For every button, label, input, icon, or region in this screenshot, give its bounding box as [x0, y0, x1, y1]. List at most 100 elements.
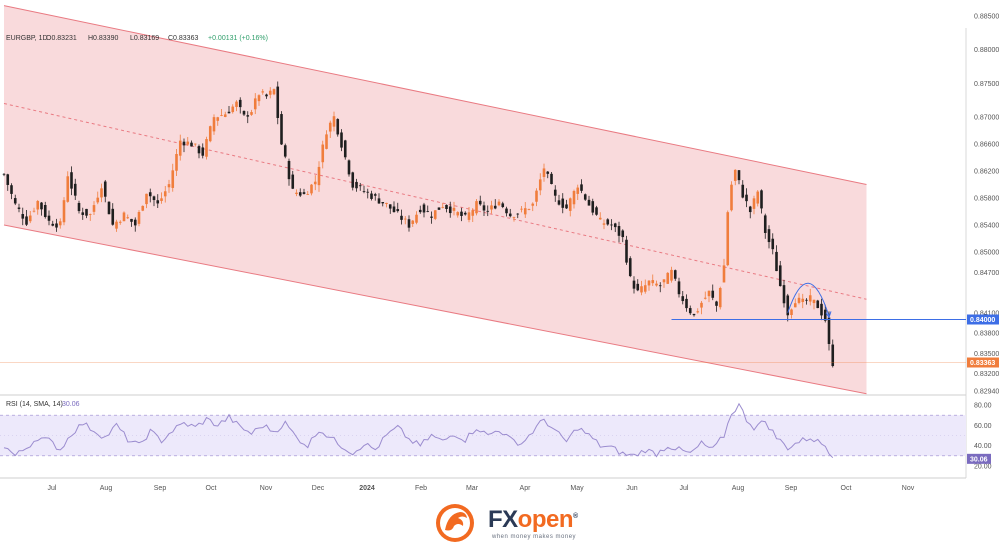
candle: [553, 185, 557, 202]
candle: [313, 175, 317, 191]
candle: [246, 111, 250, 124]
candle: [538, 173, 542, 196]
candle: [426, 205, 430, 213]
candle: [62, 197, 66, 226]
candle: [722, 258, 726, 283]
candle: [227, 106, 231, 114]
candle: [550, 172, 553, 185]
price-tick-label: 0.84700: [974, 270, 999, 277]
rsi-tick-label: 60.00: [974, 423, 992, 430]
rsi-legend: RSI (14, SMA, 14) 30.06: [6, 401, 80, 408]
candle: [343, 139, 347, 160]
candle: [437, 207, 441, 210]
candle: [613, 222, 617, 233]
candle: [186, 137, 190, 146]
candle: [595, 205, 598, 216]
month-tick-label: Nov: [902, 485, 915, 492]
candle: [47, 210, 51, 226]
candle: [718, 286, 722, 310]
candle: [43, 201, 47, 219]
levels: [0, 282, 966, 363]
candle: [670, 266, 673, 283]
candle: [317, 161, 321, 192]
candle: [148, 188, 152, 203]
candle: [610, 219, 613, 231]
candle: [298, 188, 302, 198]
price-tick-label: 0.85400: [974, 223, 999, 230]
price-tick-label: 0.88000: [974, 47, 999, 54]
candle: [122, 211, 126, 222]
candle: [767, 225, 771, 249]
candle: [96, 191, 100, 205]
month-tick-label: Sep: [154, 485, 167, 492]
candle: [591, 198, 595, 216]
rsi-tick-label: 40.00: [974, 443, 992, 450]
candle: [711, 284, 715, 301]
rsi-label: RSI (14, SMA, 14): [6, 401, 63, 408]
month-tick-label: Mar: [466, 485, 479, 492]
candle: [681, 290, 685, 305]
candle: [268, 87, 272, 99]
price-axis: 0.88500 0.88000 0.87500 0.87000 0.86600 0.862…: [967, 13, 999, 396]
candle: [786, 293, 790, 322]
candle: [171, 163, 175, 192]
candle: [606, 218, 610, 226]
candle: [25, 210, 28, 226]
candle: [302, 188, 306, 195]
candle: [366, 188, 370, 199]
candle: [85, 208, 88, 219]
candle: [422, 202, 426, 218]
candle: [13, 194, 17, 206]
candle: [250, 109, 253, 116]
candle: [748, 205, 752, 219]
month-tick-label: Oct: [206, 485, 217, 492]
low-value: L0.83169: [130, 35, 159, 42]
candle: [403, 216, 407, 225]
candle: [10, 183, 13, 200]
candle: [111, 203, 115, 226]
price-tick-label: 0.86600: [974, 142, 999, 149]
candle: [347, 159, 351, 177]
candle: [137, 210, 141, 227]
candle: [70, 166, 73, 196]
candle: [66, 171, 70, 203]
candle: [625, 235, 628, 265]
price-tick-label: 0.85800: [974, 196, 999, 203]
candle: [377, 193, 381, 204]
candle: [568, 197, 572, 217]
last-price-label: 0.83363: [970, 360, 995, 367]
candle: [576, 184, 580, 200]
candle: [482, 201, 486, 217]
candle: [771, 233, 775, 255]
candle: [208, 125, 212, 143]
rsi-value-text: 30.06: [62, 401, 80, 408]
candle: [81, 207, 85, 220]
candle: [707, 290, 711, 303]
candle: [238, 97, 242, 114]
price-tick-label: 0.87500: [974, 81, 999, 88]
rsi-value-label-bg: [967, 453, 991, 464]
channel-lower-line: [3, 224, 867, 395]
candle: [332, 111, 336, 132]
price-tick-label: 0.87000: [974, 115, 999, 122]
candle: [617, 221, 621, 243]
candle: [805, 298, 808, 305]
rsi-tick-label: 20.00: [974, 464, 992, 471]
candle: [493, 199, 497, 210]
candle: [212, 114, 216, 135]
candle: [340, 129, 343, 152]
price-tick-label: 0.86200: [974, 169, 999, 176]
candle: [628, 256, 632, 278]
candle: [497, 199, 501, 207]
candle: [118, 220, 122, 225]
candle: [223, 111, 227, 118]
candle: [508, 208, 512, 218]
candle: [100, 183, 103, 203]
candle: [2, 173, 6, 177]
month-tick-label: Jul: [48, 485, 57, 492]
candle: [733, 169, 737, 186]
level-price-label-bg: [967, 314, 999, 325]
change-value: +0.00131 (+0.16%): [208, 35, 268, 42]
candle: [587, 195, 591, 206]
candle: [797, 293, 801, 305]
